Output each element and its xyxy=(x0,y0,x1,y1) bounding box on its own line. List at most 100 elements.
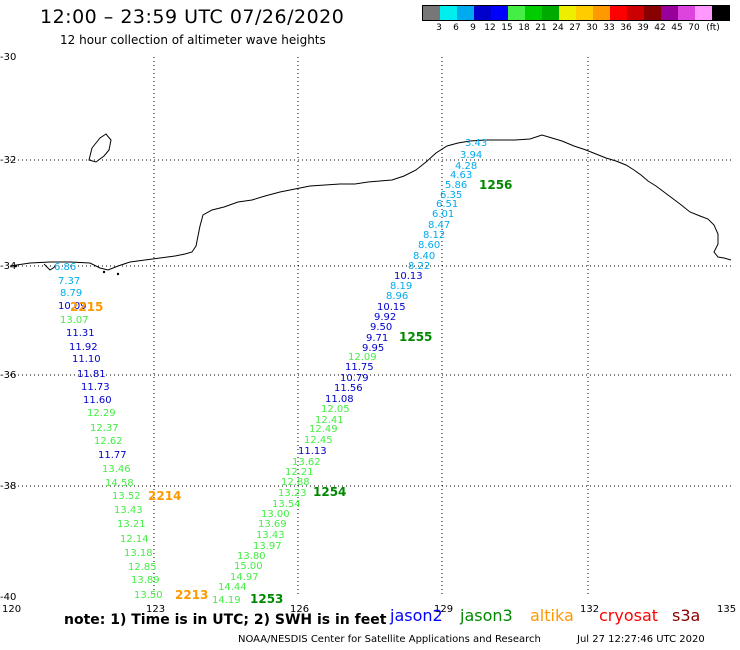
wave-height-value: 11.13 xyxy=(298,446,327,457)
color-scale-labels: 3 6 9 12 15 18 21 24 27 30 33 36 39 42 45 70 (ft) xyxy=(422,21,730,33)
wave-height-value: 11.31 xyxy=(66,328,95,339)
scale-swatch xyxy=(559,6,576,20)
scale-swatch xyxy=(457,6,474,20)
wave-height-value: 3.94 xyxy=(460,150,482,161)
scale-label: 24 xyxy=(552,23,564,33)
wave-height-value: 8.40 xyxy=(413,251,435,262)
latitude-label: -38 xyxy=(0,481,16,492)
longitude-label: 126 xyxy=(290,604,309,615)
wave-height-value: 13.46 xyxy=(102,464,131,475)
wave-height-value: 7.37 xyxy=(58,276,80,287)
scale-label: 9 xyxy=(470,23,476,33)
wave-height-value: 13.50 xyxy=(134,590,163,601)
wave-height-value: 8.60 xyxy=(418,240,440,251)
wave-height-value: 14.58 xyxy=(105,478,134,489)
islet-dot xyxy=(102,270,106,274)
wave-height-value: 12.41 xyxy=(315,415,344,426)
scale-swatch xyxy=(440,6,457,20)
wave-height-value: 11.08 xyxy=(325,394,354,405)
scale-label: 30 xyxy=(586,23,598,33)
wave-height-value: 6.51 xyxy=(436,199,458,210)
scale-swatch xyxy=(508,6,525,20)
wave-height-value: 13.54 xyxy=(272,499,301,510)
scale-label: 15 xyxy=(501,23,513,33)
wave-height-value: 13.43 xyxy=(256,530,285,541)
wave-height-value: 13.21 xyxy=(117,519,146,530)
wave-height-value: 15.00 xyxy=(234,561,263,572)
pass-time-label: 1256 xyxy=(479,178,512,192)
legend-cryosat: cryosat xyxy=(599,606,659,625)
wave-height-value: 12.37 xyxy=(90,423,119,434)
scale-swatch xyxy=(423,6,440,20)
wave-height-value: 13.52 xyxy=(112,491,141,502)
scale-swatch xyxy=(644,6,661,20)
wave-height-value: 13.62 xyxy=(292,457,321,468)
axis-labels: 120 123 126 129 132 135 -30 -32 -34 -36 -38 -40 xyxy=(0,52,736,615)
scale-label: 6 xyxy=(453,23,459,33)
islet-dot xyxy=(116,272,120,276)
scale-swatch xyxy=(576,6,593,20)
pass-time-label: 1254 xyxy=(313,485,346,499)
scale-label: 33 xyxy=(603,23,615,33)
longitude-label: 120 xyxy=(2,604,21,615)
wave-height-value: 12.21 xyxy=(285,467,314,478)
coastline xyxy=(9,133,732,276)
latitude-label: -32 xyxy=(0,155,16,166)
latitude-label: -36 xyxy=(0,370,16,381)
wave-height-value: 4.28 xyxy=(455,161,477,172)
latitude-label: -34 xyxy=(0,261,16,272)
wave-height-value: 12.05 xyxy=(321,404,350,415)
wave-height-value: 9.71 xyxy=(366,333,388,344)
longitude-label: 129 xyxy=(434,604,453,615)
scale-swatch xyxy=(627,6,644,20)
longitude-label: 135 xyxy=(717,604,736,615)
credit-text: NOAA/NESDIS Center for Satellite Applica… xyxy=(238,634,541,645)
wave-height-value: 13.69 xyxy=(258,519,287,530)
wave-height-value: 13.80 xyxy=(237,551,266,562)
wave-height-value: 11.77 xyxy=(98,450,127,461)
wave-height-value: 8.79 xyxy=(60,288,82,299)
latitude-label: -30 xyxy=(0,52,16,63)
track-eastern: 3.433.944.284.635.866.356.516.018.478.12… xyxy=(212,138,512,606)
pass-time-label: 2214 xyxy=(148,489,181,503)
pass-time-label: 1253 xyxy=(250,592,283,606)
map-subtitle: 12 hour collection of altimeter wave hei… xyxy=(60,33,326,47)
map-title: 12:00 – 23:59 UTC 07/26/2020 xyxy=(40,6,345,28)
footer-note: note: 1) Time is in UTC; 2) SWH is in fe… xyxy=(64,612,387,628)
wave-height-value: 11.92 xyxy=(69,342,98,353)
scale-swatch xyxy=(610,6,627,20)
wave-height-value: 12.49 xyxy=(309,424,338,435)
wave-height-value: 13.18 xyxy=(124,548,153,559)
scale-swatch xyxy=(661,6,678,20)
wave-height-value: 9.95 xyxy=(362,343,384,354)
longitude-label: 132 xyxy=(580,604,599,615)
wave-height-value: 10.09 xyxy=(58,301,87,312)
scale-swatch xyxy=(525,6,542,20)
wave-height-value: 6.01 xyxy=(432,209,454,220)
pass-time-label: 2215 xyxy=(70,300,103,314)
scale-swatch xyxy=(593,6,610,20)
generated-timestamp: Jul 27 12:27:46 UTC 2020 xyxy=(577,634,705,645)
scale-swatch xyxy=(474,6,491,20)
wave-height-value: 11.75 xyxy=(345,362,374,373)
mainland-coast xyxy=(9,134,732,271)
scale-label: 39 xyxy=(637,23,649,33)
wave-height-value: 9.50 xyxy=(370,322,392,333)
scale-label: 3 xyxy=(436,23,442,33)
wave-height-value: 6.86 xyxy=(54,262,76,273)
wave-height-value: 11.60 xyxy=(83,395,112,406)
scale-swatch xyxy=(542,6,559,20)
scale-label: 12 xyxy=(484,23,496,33)
scale-label: 36 xyxy=(620,23,632,33)
wave-height-value: 11.10 xyxy=(72,354,101,365)
latitude-label: -40 xyxy=(0,592,16,603)
scale-swatch xyxy=(678,6,695,20)
wave-height-value: 8.22 xyxy=(408,261,430,272)
wave-height-value: 10.79 xyxy=(340,373,369,384)
scale-label: (ft) xyxy=(706,23,720,33)
wave-height-value: 12.85 xyxy=(128,562,157,573)
scale-label: 27 xyxy=(569,23,581,33)
